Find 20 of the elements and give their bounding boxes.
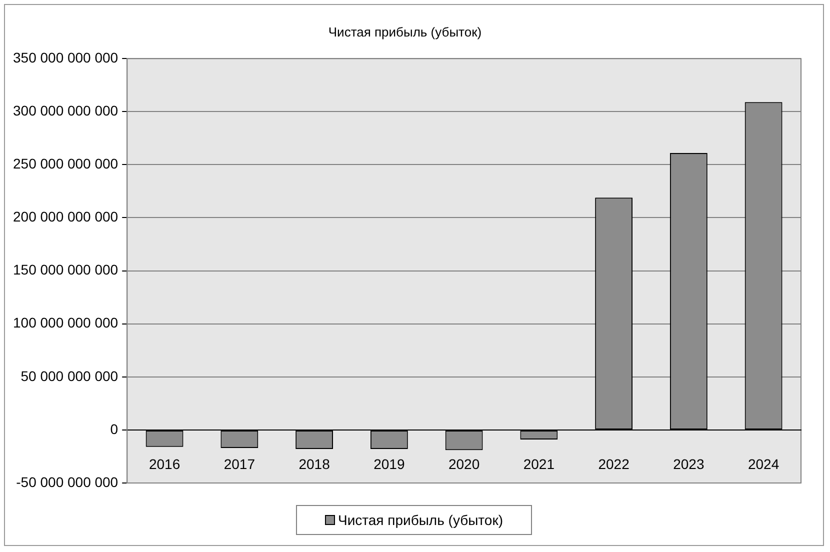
chart-title: Чистая прибыль (убыток) (328, 24, 482, 40)
y-tick-label: 350 000 000 000 (12, 49, 118, 66)
legend-label: Чистая прибыль (убыток) (338, 512, 504, 528)
y-tick-label: 0 (110, 420, 118, 437)
y-tick-label: 250 000 000 000 (12, 156, 118, 172)
x-tick-label: 2021 (523, 456, 555, 472)
y-tick-label: 200 000 000 000 (12, 208, 118, 225)
x-tick-label: 2019 (374, 456, 405, 472)
y-tick-label: 300 000 000 000 (12, 102, 118, 119)
x-tick-label: 2024 (748, 456, 780, 472)
x-tick-label: 2022 (598, 456, 630, 472)
y-tick-label: 50 000 000 000 (20, 368, 118, 384)
y-tick-label: 150 000 000 000 (12, 262, 118, 278)
x-tick-label: 2020 (448, 456, 480, 472)
x-tick-label: 2023 (673, 456, 704, 472)
x-tick-label: 2016 (148, 456, 180, 472)
y-tick-label: -50 000 000 000 (16, 474, 118, 490)
x-tick-label: 2017 (224, 456, 256, 472)
x-tick-label: 2018 (298, 456, 330, 472)
y-tick-label: 100 000 000 000 (12, 314, 118, 331)
